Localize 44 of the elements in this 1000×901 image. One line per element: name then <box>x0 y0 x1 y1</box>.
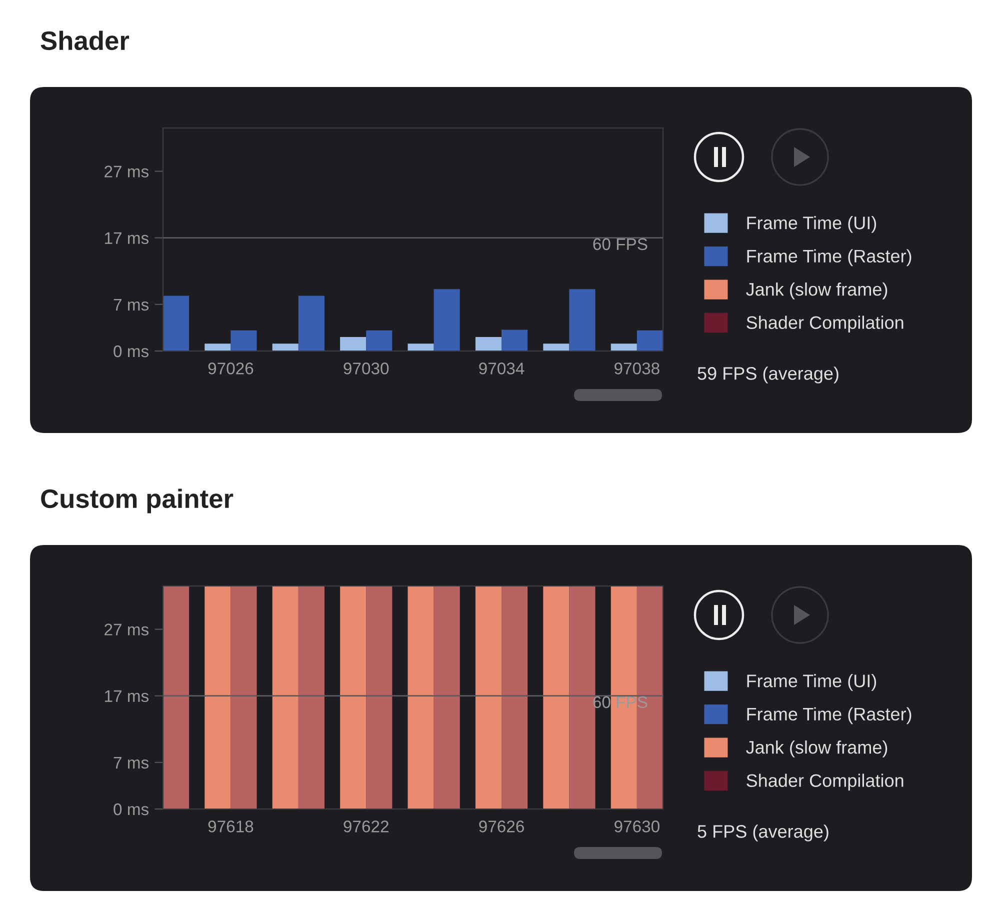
x-tick-label: 97626 <box>479 820 524 832</box>
x-tick-label: 97034 <box>479 362 524 374</box>
legend-label: Shader Compilation <box>746 774 904 791</box>
bar <box>408 344 434 351</box>
x-tick-label: 97618 <box>208 820 254 832</box>
text: 59 FPS (average) <box>698 366 838 384</box>
bar <box>543 344 570 351</box>
bar <box>502 330 528 351</box>
y-tick-label: 17 ms <box>105 232 149 244</box>
bar <box>204 344 231 351</box>
bar <box>230 330 257 351</box>
chart-title: Custom painter <box>41 488 234 514</box>
bar <box>272 344 298 351</box>
bar <box>366 330 392 351</box>
y-tick-label: 27 ms <box>104 166 149 178</box>
x-tick-label: 97030 <box>344 362 389 374</box>
legend-label: Frame Time (UI) <box>747 216 876 233</box>
y-tick-label: 7 ms <box>114 756 149 769</box>
bar <box>298 296 324 351</box>
y-tick-label: 27 ms <box>104 624 149 636</box>
legend-label: Jank (slow frame) <box>746 740 888 758</box>
text: 5 FPS (average) <box>698 824 828 842</box>
bar <box>163 296 190 351</box>
text: Frame Time (UI) <box>747 674 876 691</box>
bar <box>434 289 460 351</box>
legend-label: Shader Compilation <box>746 316 904 333</box>
y-tick-label: 7 ms <box>114 298 149 311</box>
x-tick-label: 97630 <box>614 820 660 832</box>
bar <box>610 344 637 351</box>
bar <box>340 337 366 351</box>
chart-title: Shader <box>40 30 130 50</box>
bar <box>569 289 596 351</box>
x-tick-label: 97622 <box>344 820 388 832</box>
bar <box>636 330 663 351</box>
x-tick-label: 97026 <box>208 362 254 374</box>
x-tick-label: 97038 <box>614 362 660 374</box>
y-tick-label: 0 ms <box>114 345 149 358</box>
ref-line-label: 60 FPS <box>593 238 648 250</box>
legend-label: Jank (slow frame) <box>746 282 888 300</box>
bar <box>475 337 502 351</box>
legend-label: Frame Time (Raster) <box>747 249 912 266</box>
y-tick-label: 0 ms <box>114 803 149 816</box>
y-tick-label: 17 ms <box>105 690 149 702</box>
text: Frame Time (Raster) <box>747 707 912 724</box>
